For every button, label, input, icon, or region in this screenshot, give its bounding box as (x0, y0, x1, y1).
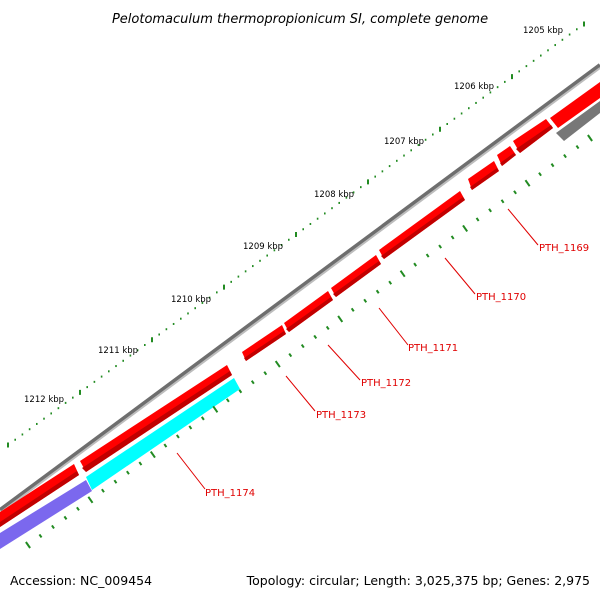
ruler-labels: 1205 kbp 1206 kbp 1207 kbp 1208 kbp 1209… (24, 26, 563, 405)
gene-labels: PTH_1169 PTH_1170 PTH_1171 PTH_1172 PTH_… (205, 243, 589, 499)
gene-arrow-pth-1171[interactable] (331, 255, 381, 297)
inner-tick (550, 163, 555, 168)
kbp-label-1206: 1206 kbp (454, 82, 494, 92)
kbp-label-1210: 1210 kbp (171, 295, 211, 305)
kbp-label-1208: 1208 kbp (314, 190, 354, 200)
gene-arrow-pth-1169b[interactable] (497, 146, 516, 166)
inner-tick (138, 461, 143, 466)
inner-tick (200, 416, 205, 421)
leader-pth-1169 (507, 208, 539, 246)
inner-tick (462, 224, 469, 233)
inner-tick (325, 325, 330, 331)
leader-pth-1174 (176, 452, 206, 490)
kbp-label-1207: 1207 kbp (384, 137, 424, 147)
gene-label-pth-1169[interactable]: PTH_1169 (539, 243, 589, 254)
inner-tick (313, 334, 318, 340)
accession-text: Accession: NC_009454 (10, 573, 152, 588)
inner-tick (113, 479, 118, 484)
inner-tick (488, 208, 492, 213)
inner-tick (126, 470, 130, 475)
inner-tick-track (25, 134, 593, 549)
gene-arrow-pth-1169[interactable] (513, 119, 553, 153)
inner-tick (25, 541, 31, 549)
inner-tick (38, 533, 43, 539)
leader-pth-1170 (444, 257, 476, 295)
inner-tick (274, 360, 281, 368)
gene-gray-feature[interactable] (556, 101, 600, 141)
inner-tick (450, 235, 455, 240)
gene-leaders (176, 208, 539, 490)
inner-tick (87, 496, 94, 504)
inner-tick (388, 280, 393, 285)
inner-tick (425, 253, 430, 258)
inner-tick (375, 289, 380, 294)
inner-tick (63, 515, 68, 520)
inner-tick (212, 405, 219, 413)
inner-tick (538, 172, 542, 177)
gene-arrow-pth-1173[interactable] (242, 325, 286, 361)
gene-label-pth-1174[interactable]: PTH_1174 (205, 488, 255, 499)
leader-pth-1171 (378, 307, 409, 346)
gene-arrow-pth-1174[interactable] (80, 365, 232, 472)
leader-pth-1172 (327, 344, 361, 381)
inner-tick (438, 244, 443, 249)
map-title: Pelotomaculum thermopropionicum SI, comp… (112, 12, 488, 27)
inner-tick (350, 307, 355, 312)
genome-backbone (0, 63, 600, 514)
gene-features (0, 82, 600, 549)
inner-tick (51, 524, 55, 529)
gene-arrow-pth-1170[interactable] (379, 191, 465, 259)
inner-tick (399, 270, 406, 278)
gene-label-pth-1172[interactable]: PTH_1172 (361, 378, 411, 389)
inner-tick (337, 315, 344, 323)
inner-tick (238, 389, 243, 394)
inner-tick (225, 398, 230, 403)
ruler-ticks (7, 21, 585, 448)
inner-tick (300, 343, 305, 349)
inner-tick (163, 443, 168, 448)
kbp-label-1205: 1205 kbp (523, 26, 563, 36)
inner-tick (188, 425, 193, 430)
inner-tick (475, 217, 480, 222)
kbp-label-1211: 1211 kbp (98, 346, 138, 356)
gene-arrow-pth-1172[interactable] (284, 291, 333, 332)
gene-arrow-pth-1169c[interactable] (468, 161, 499, 190)
inner-tick (76, 506, 80, 511)
gene-label-pth-1171[interactable]: PTH_1171 (408, 343, 458, 354)
inner-tick (524, 179, 531, 187)
inner-tick (413, 262, 418, 267)
gene-arrow-lower-left[interactable] (0, 464, 79, 527)
inner-tick (175, 434, 180, 439)
inner-tick (149, 450, 156, 459)
genome-summary-text: Topology: circular; Length: 3,025,375 bp… (246, 573, 590, 588)
inner-tick (363, 298, 368, 303)
gene-arrow-offscreen[interactable] (550, 82, 600, 128)
inner-tick (500, 199, 505, 204)
kbp-label-1212: 1212 kbp (24, 395, 64, 405)
inner-tick (263, 371, 268, 376)
gene-purple-feature[interactable] (0, 480, 92, 549)
inner-tick (288, 352, 293, 358)
inner-tick (101, 488, 105, 493)
inner-tick (250, 380, 255, 385)
gene-label-pth-1173[interactable]: PTH_1173 (316, 410, 366, 421)
inner-tick (563, 154, 567, 159)
inner-tick (575, 144, 580, 150)
leader-pth-1173 (285, 375, 316, 412)
inner-tick (513, 190, 517, 195)
gene-rna-pth-1174[interactable] (86, 378, 240, 490)
kbp-label-1209: 1209 kbp (243, 242, 283, 252)
gene-label-pth-1170[interactable]: PTH_1170 (476, 292, 526, 303)
inner-tick (587, 134, 593, 142)
